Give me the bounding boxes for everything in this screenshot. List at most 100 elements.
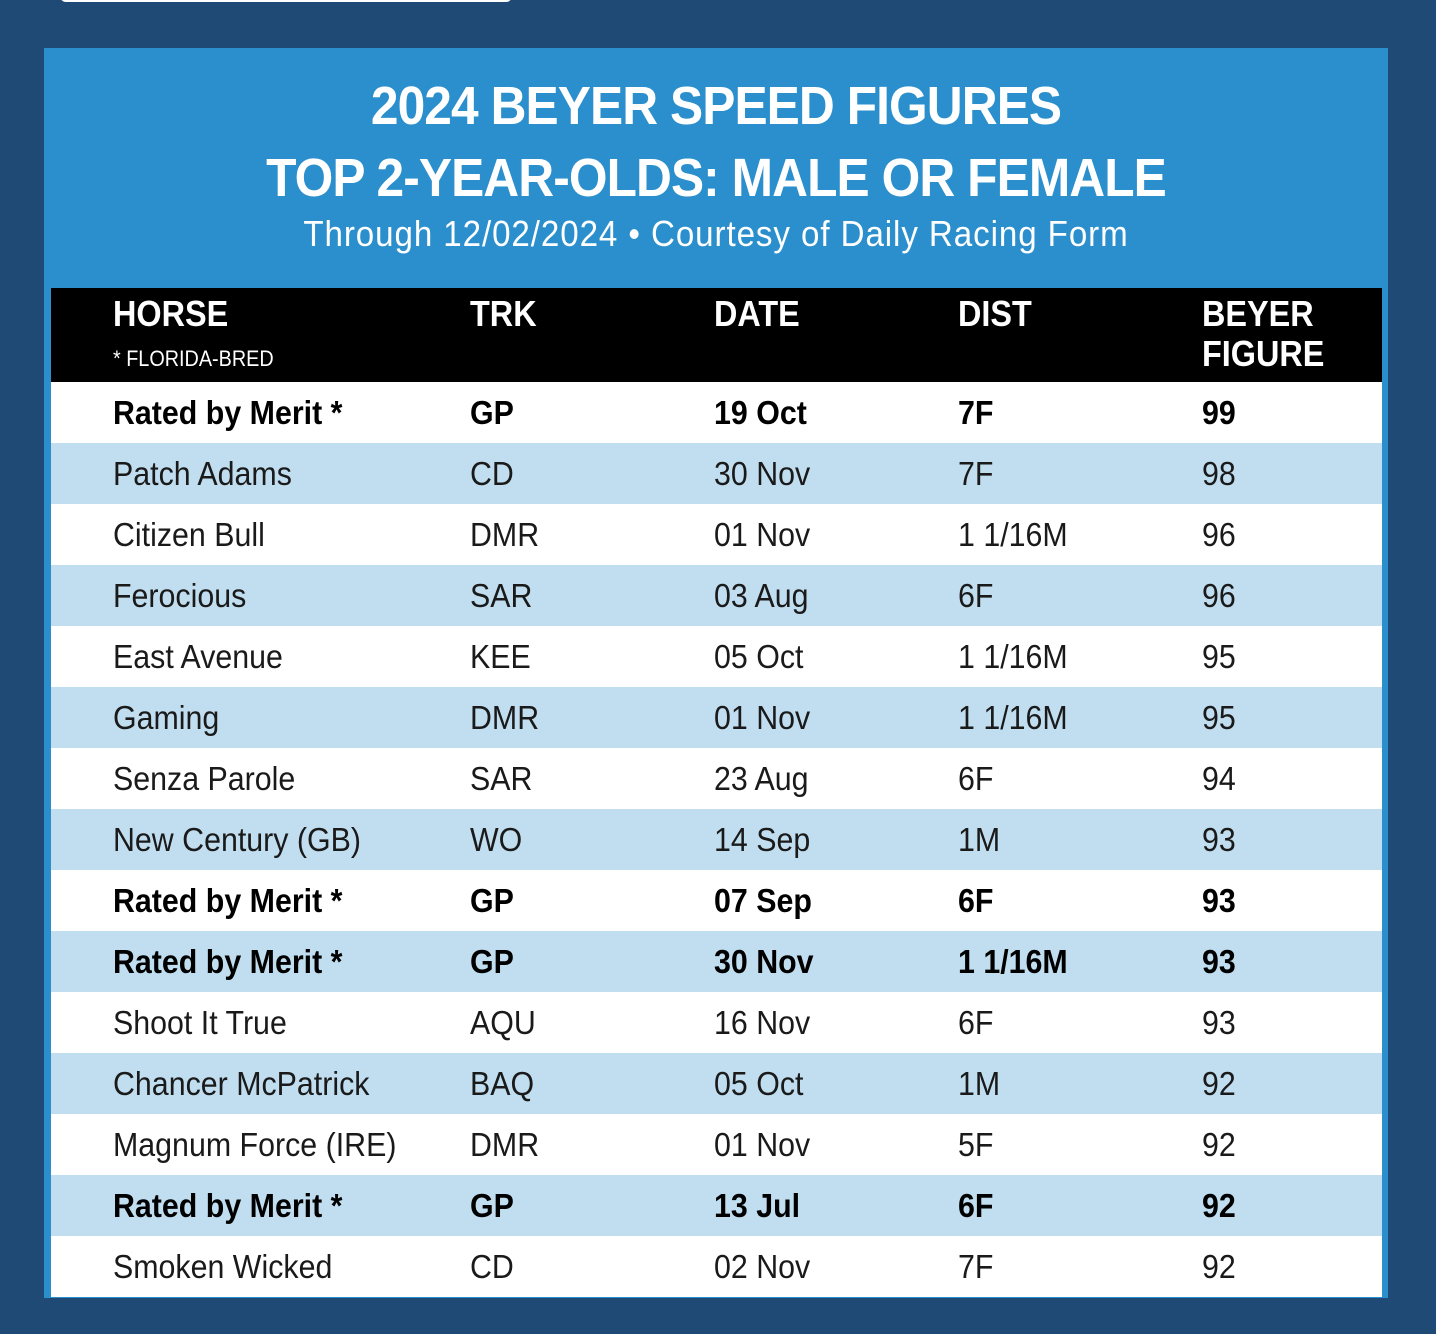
cell-horse: New Century (GB) [113, 821, 361, 858]
cell-horse: Magnum Force (IRE) [113, 1126, 397, 1163]
cell-date: 01 Nov [714, 699, 811, 736]
cell-date: 01 Nov [714, 1126, 811, 1163]
cell-dist: 1 1/16M [958, 516, 1068, 553]
table-row: East Avenue KEE 05 Oct 1 1/16M 95 [51, 626, 1382, 687]
cell-beyer: 95 [1202, 699, 1236, 736]
cell-trk: GP [470, 943, 514, 980]
beyer-figures-card: 2024 BEYER SPEED FIGURES TOP 2-YEAR-OLDS… [44, 48, 1388, 1298]
cell-horse: Ferocious [113, 577, 247, 614]
cell-dist: 7F [958, 455, 994, 492]
cell-beyer: 98 [1202, 455, 1236, 492]
cell-dist: 6F [958, 577, 994, 614]
table-row: Senza Parole SAR 23 Aug 6F 94 [51, 748, 1382, 809]
cell-dist: 6F [958, 1187, 994, 1224]
column-header-trk: TRK [470, 293, 537, 334]
cell-beyer: 94 [1202, 760, 1236, 797]
cell-horse: Rated by Merit * [113, 1187, 343, 1224]
table-row: Magnum Force (IRE) DMR 01 Nov 5F 92 [51, 1114, 1382, 1175]
table-row: Ferocious SAR 03 Aug 6F 96 [51, 565, 1382, 626]
cell-horse: East Avenue [113, 638, 283, 675]
cell-horse: Chancer McPatrick [113, 1065, 370, 1102]
table-row: Rated by Merit * GP 07 Sep 6F 93 [51, 870, 1382, 931]
cell-horse: Rated by Merit * [113, 394, 343, 431]
cell-trk: DMR [470, 516, 540, 553]
cell-dist: 7F [958, 394, 994, 431]
cell-beyer: 96 [1202, 516, 1236, 553]
column-header-beyer-line1: BEYER [1202, 293, 1314, 334]
cell-dist: 5F [958, 1126, 994, 1163]
column-note-florida-bred: * FLORIDA-BRED [113, 346, 274, 371]
figures-table: HORSE * FLORIDA-BRED TRK DATE DIST BEYER… [51, 288, 1382, 1297]
table-row: Rated by Merit * GP 30 Nov 1 1/16M 93 [51, 931, 1382, 992]
cell-trk: SAR [470, 760, 533, 797]
cell-trk: GP [470, 1187, 514, 1224]
cell-date: 03 Aug [714, 577, 809, 614]
column-header-date: DATE [714, 293, 800, 334]
cell-beyer: 92 [1202, 1248, 1236, 1285]
cell-date: 05 Oct [714, 1065, 804, 1102]
subtitle: Through 12/02/2024 • Courtesy of Daily R… [303, 213, 1129, 254]
cell-trk: DMR [470, 699, 540, 736]
table-row: Shoot It True AQU 16 Nov 6F 93 [51, 992, 1382, 1053]
column-header-beyer: BEYER FIGURE [1202, 294, 1324, 374]
cell-beyer: 95 [1202, 638, 1236, 675]
cell-date: 13 Jul [714, 1187, 801, 1224]
cell-date: 14 Sep [714, 821, 811, 858]
cell-beyer: 92 [1202, 1187, 1236, 1224]
column-header-beyer-line2: FIGURE [1202, 333, 1325, 374]
cell-date: 16 Nov [714, 1004, 811, 1041]
cell-dist: 7F [958, 1248, 994, 1285]
cell-beyer: 93 [1202, 943, 1236, 980]
cell-horse: Rated by Merit * [113, 943, 343, 980]
cell-horse: Citizen Bull [113, 516, 265, 553]
cell-horse: Rated by Merit * [113, 882, 343, 919]
cell-dist: 1M [958, 1065, 1001, 1102]
top-tab-strip [60, 0, 512, 2]
cell-date: 02 Nov [714, 1248, 811, 1285]
cell-date: 19 Oct [714, 394, 807, 431]
card-header: 2024 BEYER SPEED FIGURES TOP 2-YEAR-OLDS… [44, 48, 1388, 288]
cell-dist: 1 1/16M [958, 638, 1068, 675]
cell-trk: CD [470, 455, 514, 492]
cell-beyer: 96 [1202, 577, 1236, 614]
cell-beyer: 99 [1202, 394, 1236, 431]
cell-beyer: 92 [1202, 1065, 1236, 1102]
table-row: Chancer McPatrick BAQ 05 Oct 1M 92 [51, 1053, 1382, 1114]
cell-horse: Gaming [113, 699, 220, 736]
cell-beyer: 93 [1202, 882, 1236, 919]
cell-dist: 1 1/16M [958, 943, 1068, 980]
title-line-2: TOP 2-YEAR-OLDS: MALE OR FEMALE [266, 148, 1167, 208]
table-row: Rated by Merit * GP 13 Jul 6F 92 [51, 1175, 1382, 1236]
cell-date: 01 Nov [714, 516, 811, 553]
cell-beyer: 92 [1202, 1126, 1236, 1163]
cell-date: 23 Aug [714, 760, 809, 797]
table-row: Gaming DMR 01 Nov 1 1/16M 95 [51, 687, 1382, 748]
column-header-horse: HORSE [113, 293, 229, 334]
title-line-1: 2024 BEYER SPEED FIGURES [370, 76, 1062, 136]
table-row: New Century (GB) WO 14 Sep 1M 93 [51, 809, 1382, 870]
cell-dist: 1 1/16M [958, 699, 1068, 736]
cell-horse: Smoken Wicked [113, 1248, 333, 1285]
table-row: Smoken Wicked CD 02 Nov 7F 92 [51, 1236, 1382, 1297]
table-row: Patch Adams CD 30 Nov 7F 98 [51, 443, 1382, 504]
cell-date: 30 Nov [714, 455, 811, 492]
cell-trk: KEE [470, 638, 531, 675]
cell-dist: 6F [958, 1004, 994, 1041]
cell-date: 05 Oct [714, 638, 804, 675]
cell-dist: 1M [958, 821, 1001, 858]
cell-trk: SAR [470, 577, 533, 614]
table-header: HORSE * FLORIDA-BRED TRK DATE DIST BEYER… [51, 288, 1382, 382]
cell-dist: 6F [958, 760, 994, 797]
cell-horse: Shoot It True [113, 1004, 287, 1041]
cell-horse: Senza Parole [113, 760, 296, 797]
cell-horse: Patch Adams [113, 455, 292, 492]
cell-beyer: 93 [1202, 821, 1236, 858]
cell-trk: BAQ [470, 1065, 535, 1102]
cell-trk: AQU [470, 1004, 536, 1041]
cell-date: 07 Sep [714, 882, 812, 919]
column-header-dist: DIST [958, 293, 1032, 334]
cell-beyer: 93 [1202, 1004, 1236, 1041]
cell-trk: CD [470, 1248, 514, 1285]
cell-date: 30 Nov [714, 943, 814, 980]
cell-trk: WO [470, 821, 523, 858]
